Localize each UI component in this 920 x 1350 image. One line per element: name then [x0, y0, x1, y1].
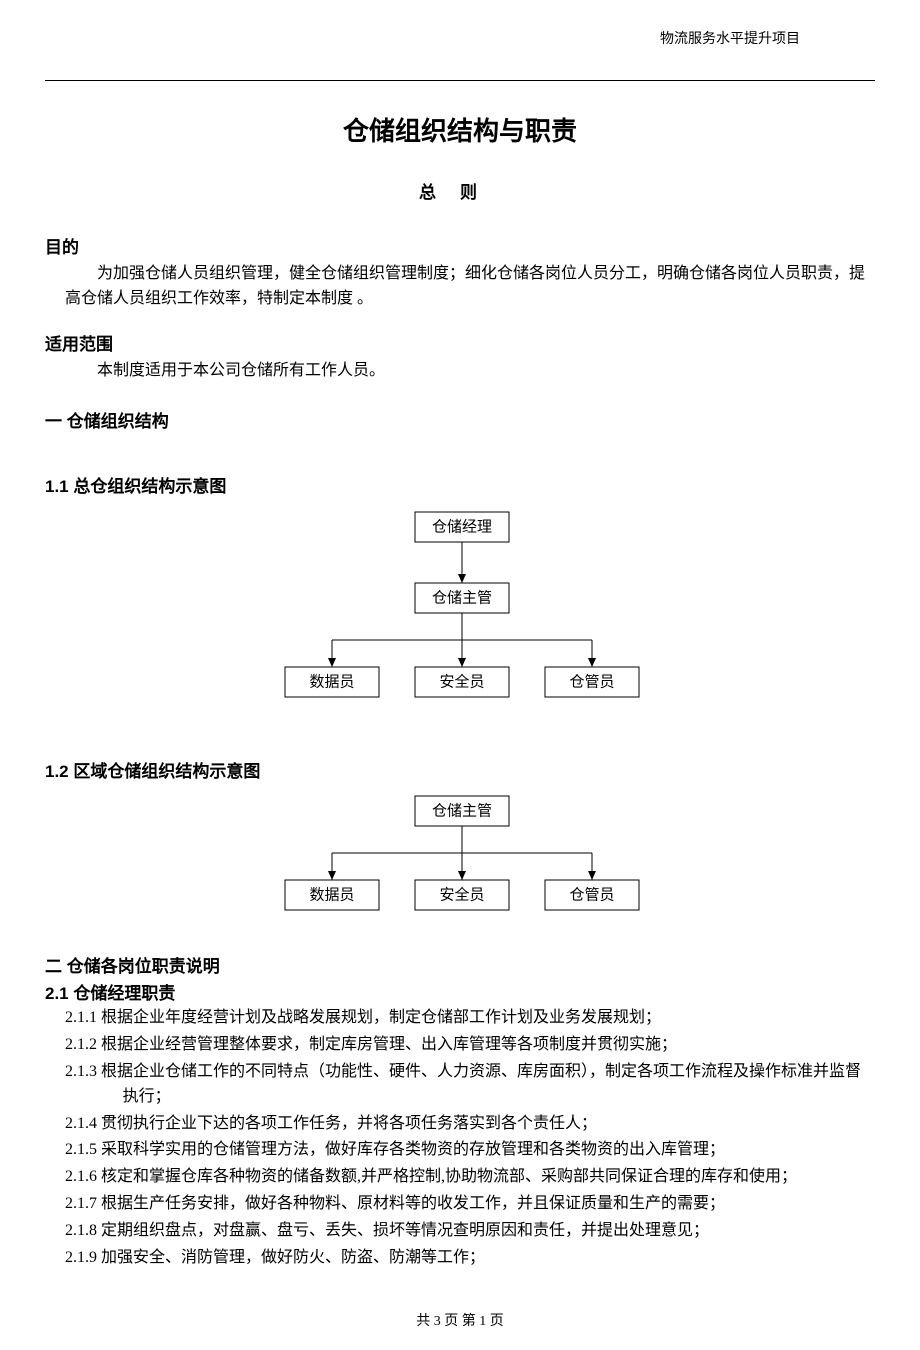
- svg-text:仓储经理: 仓储经理: [432, 519, 492, 536]
- duty-item: 2.1.1 根据企业年度经营计划及战略发展规划，制定仓储部工作计划及业务发展规划…: [65, 1006, 875, 1031]
- duty-item: 2.1.2 根据企业经营管理整体要求，制定库房管理、出入库管理等各项制度并贯彻实…: [65, 1033, 875, 1058]
- purpose-heading: 目的: [45, 233, 875, 258]
- svg-text:数据员: 数据员: [309, 887, 354, 904]
- duty-item: 2.1.4 贯彻执行企业下达的各项工作任务，并将各项任务落实到各个责任人；: [65, 1112, 875, 1137]
- purpose-text: 为加强仓储人员组织管理，健全仓储组织管理制度；细化仓储各岗位人员分工，明确仓储各…: [65, 262, 875, 312]
- svg-text:安全员: 安全员: [439, 673, 484, 691]
- duty-item: 2.1.9 加强安全、消防管理，做好防火、防盗、防潮等工作；: [65, 1246, 875, 1271]
- page-footer: 共 3 页 第 1 页: [45, 1310, 875, 1330]
- svg-text:仓管员: 仓管员: [569, 887, 614, 904]
- duty-list: 2.1.1 根据企业年度经营计划及战略发展规划，制定仓储部工作计划及业务发展规划…: [65, 1006, 875, 1270]
- section1-heading: 一 仓储组织结构: [45, 407, 875, 432]
- org-chart-2: 仓储主管数据员 安全员 仓管员: [180, 792, 740, 922]
- scope-heading: 适用范围: [45, 330, 875, 355]
- section1-sub1-heading: 1.1 总仓组织结构示意图: [45, 472, 875, 497]
- org-chart-1: 仓储经理仓储主管数据员 安全员 仓管员: [180, 507, 740, 717]
- page-container: 物流服务水平提升项目 仓储组织结构与职责 总则 目的 为加强仓储人员组织管理，健…: [0, 0, 920, 1350]
- section2-heading: 二 仓储各岗位职责说明: [45, 952, 875, 977]
- duty-item: 2.1.7 根据生产任务安排，做好各种物料、原材料等的收发工作，并且保证质量和生…: [65, 1192, 875, 1217]
- section2-sub1-heading: 2.1 仓储经理职责: [45, 979, 875, 1004]
- document-subtitle: 总则: [45, 178, 875, 203]
- scope-text: 本制度适用于本公司仓储所有工作人员。: [65, 359, 875, 384]
- section1-sub2-heading: 1.2 区域仓储组织结构示意图: [45, 757, 875, 782]
- duty-item: 2.1.5 采取科学实用的仓储管理方法，做好库存各类物资的存放管理和各类物资的出…: [65, 1138, 875, 1163]
- header-rule: [45, 80, 875, 81]
- svg-text:仓储主管: 仓储主管: [432, 803, 492, 820]
- document-title: 仓储组织结构与职责: [45, 111, 875, 148]
- svg-text:仓储主管: 仓储主管: [432, 590, 492, 607]
- duty-item: 2.1.6 核定和掌握仓库各种物资的储备数额,并严格控制,协助物流部、采购部共同…: [65, 1165, 875, 1190]
- svg-text:仓管员: 仓管员: [569, 674, 614, 691]
- duty-item: 2.1.8 定期组织盘点，对盘赢、盘亏、丢失、损坏等情况查明原因和责任，并提出处…: [65, 1219, 875, 1244]
- header-project: 物流服务水平提升项目: [660, 28, 800, 48]
- svg-text:安全员: 安全员: [439, 886, 484, 904]
- duty-item: 2.1.3 根据企业仓储工作的不同特点（功能性、硬件、人力资源、库房面积），制定…: [65, 1060, 875, 1110]
- svg-text:数据员: 数据员: [309, 674, 354, 691]
